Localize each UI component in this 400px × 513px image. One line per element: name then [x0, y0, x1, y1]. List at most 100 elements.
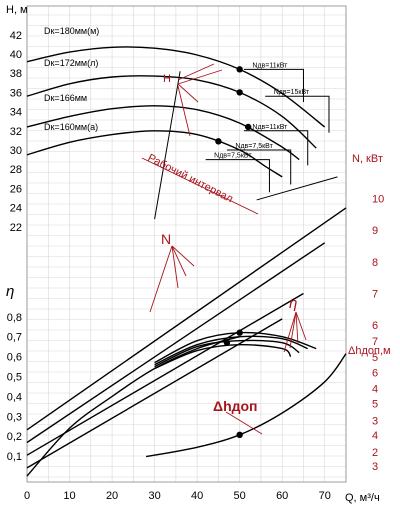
head-curve: [26, 75, 317, 149]
npsh-axis-title: Δhдоп,м: [348, 345, 391, 357]
power-tick-label: 10: [372, 193, 384, 205]
power-tick-label: 4: [372, 384, 378, 396]
operating-point-marker: [236, 66, 243, 73]
efficiency-axis-title: η: [6, 283, 14, 300]
operating-point-marker: [236, 431, 243, 438]
power-pointer-line: [171, 245, 195, 267]
power-tick-label: 5: [372, 352, 378, 364]
operating-point-marker: [215, 138, 222, 145]
head-curve: [26, 130, 283, 178]
head-pointer-label: H: [163, 73, 171, 85]
efficiency-tick-label: 0,7: [7, 332, 22, 344]
head-tick-label: 26: [10, 183, 22, 195]
working-range-left-boundary: [154, 71, 181, 220]
power-pointer-line: [171, 245, 179, 289]
efficiency-pointer-line: [283, 311, 297, 353]
power-limit-label: Nдв=7,5кВт: [235, 143, 273, 150]
efficiency-tick-label: 0,6: [7, 352, 22, 364]
power-pointer-label: N: [161, 231, 171, 247]
operating-point-marker: [223, 339, 231, 346]
efficiency-pointer-line: [289, 311, 297, 349]
x-tick-label: 0: [24, 490, 30, 502]
head-curve: [26, 46, 326, 128]
head-curve-label: Dк=160мм(а): [44, 122, 98, 132]
head-curve-label: Dк=180мм(м): [44, 26, 99, 36]
head-tick-label: 30: [10, 145, 22, 157]
x-tick-label: 50: [234, 490, 246, 502]
x-tick-label: 70: [319, 490, 331, 502]
head-axis-title: H, м: [6, 4, 28, 16]
power-limit-line: [243, 130, 309, 166]
head-pointer-line: [177, 69, 223, 85]
power-limit-label: Nдв=11кВт: [252, 124, 288, 131]
power-limit-label: Nдв=11кВт: [252, 62, 288, 69]
efficiency-tick-label: 0,8: [7, 312, 22, 324]
npsh-pointer-label: Δhдоп: [213, 398, 258, 414]
power-limit-label: Nдв=7,5кВт: [214, 153, 252, 160]
efficiency-curve: [154, 343, 292, 370]
power-tick-label: 2: [372, 447, 378, 459]
efficiency-pointer-line: [295, 311, 299, 345]
power-tick-label: 7: [372, 289, 378, 301]
efficiency-tick-label: 0,3: [7, 411, 22, 423]
npsh-curve: [145, 353, 347, 458]
head-tick-label: 36: [10, 87, 22, 99]
head-pointer-line: [177, 83, 199, 103]
npsh-pointer-line: [225, 411, 263, 435]
power-tick-label: 8: [372, 257, 378, 269]
grid: [26, 5, 347, 483]
power-limit-line: [265, 95, 330, 133]
npsh-tick-label: 4: [372, 430, 378, 442]
head-tick-label: 24: [10, 203, 22, 215]
power-curve: [26, 207, 347, 431]
plot-frame: [26, 5, 347, 483]
head-tick-label: 40: [10, 49, 22, 61]
efficiency-curve: [154, 339, 300, 368]
operating-point-marker: [236, 89, 243, 96]
x-tick-label: 10: [63, 490, 75, 502]
power-limit-line: [226, 149, 292, 185]
operating-point-marker: [244, 123, 252, 131]
power-limit-label: Nдв=15кВт: [274, 89, 310, 96]
x-tick-label: 60: [276, 490, 288, 502]
x-axis-title: Q, м³/ч: [345, 492, 380, 504]
efficiency-tick-label: 0,4: [7, 391, 22, 403]
head-curve-label: Dк=172мм(л): [44, 58, 98, 68]
power-curve: [26, 318, 283, 469]
efficiency-tick-label: 0,2: [7, 431, 22, 443]
power-pointer-line: [171, 245, 187, 277]
head-tick-label: 32: [10, 126, 22, 138]
efficiency-tick-label: 0,5: [7, 372, 22, 384]
working-range-arrow: [141, 157, 259, 215]
head-tick-label: 28: [10, 164, 22, 176]
power-curve: [26, 242, 326, 444]
efficiency-pointer-label: η: [289, 295, 297, 312]
x-tick-label: 30: [148, 490, 160, 502]
npsh-tick-label: 3: [372, 461, 378, 473]
head-tick-label: 42: [10, 30, 22, 42]
head-tick-label: 34: [10, 107, 22, 119]
power-tick-label: 9: [372, 225, 378, 237]
labels: 22242628303234363840420,10,20,30,40,50,6…: [7, 26, 385, 502]
head-pointer-line: [177, 63, 215, 81]
power-tick-label: 6: [372, 320, 378, 332]
operating-point-marker: [236, 329, 243, 336]
npsh-tick-label: 5: [372, 399, 378, 411]
npsh-tick-label: 6: [372, 367, 378, 379]
curves: [26, 46, 347, 477]
head-tick-label: 38: [10, 68, 22, 80]
efficiency-curve: [154, 335, 308, 366]
power-curve: [26, 292, 304, 456]
head-curve: [26, 105, 300, 161]
head-curve-label: Dк=166мм: [44, 93, 87, 103]
x-tick-label: 40: [191, 490, 203, 502]
power-axis-title: N, кВт: [352, 153, 383, 165]
power-pointer-line: [149, 245, 173, 313]
npsh-tick-label: 7: [372, 336, 378, 348]
efficiency-tick-label: 0,1: [7, 451, 22, 463]
efficiency-pointer-line: [295, 311, 307, 341]
markers: [215, 66, 252, 438]
power-limit-line: [243, 68, 304, 102]
